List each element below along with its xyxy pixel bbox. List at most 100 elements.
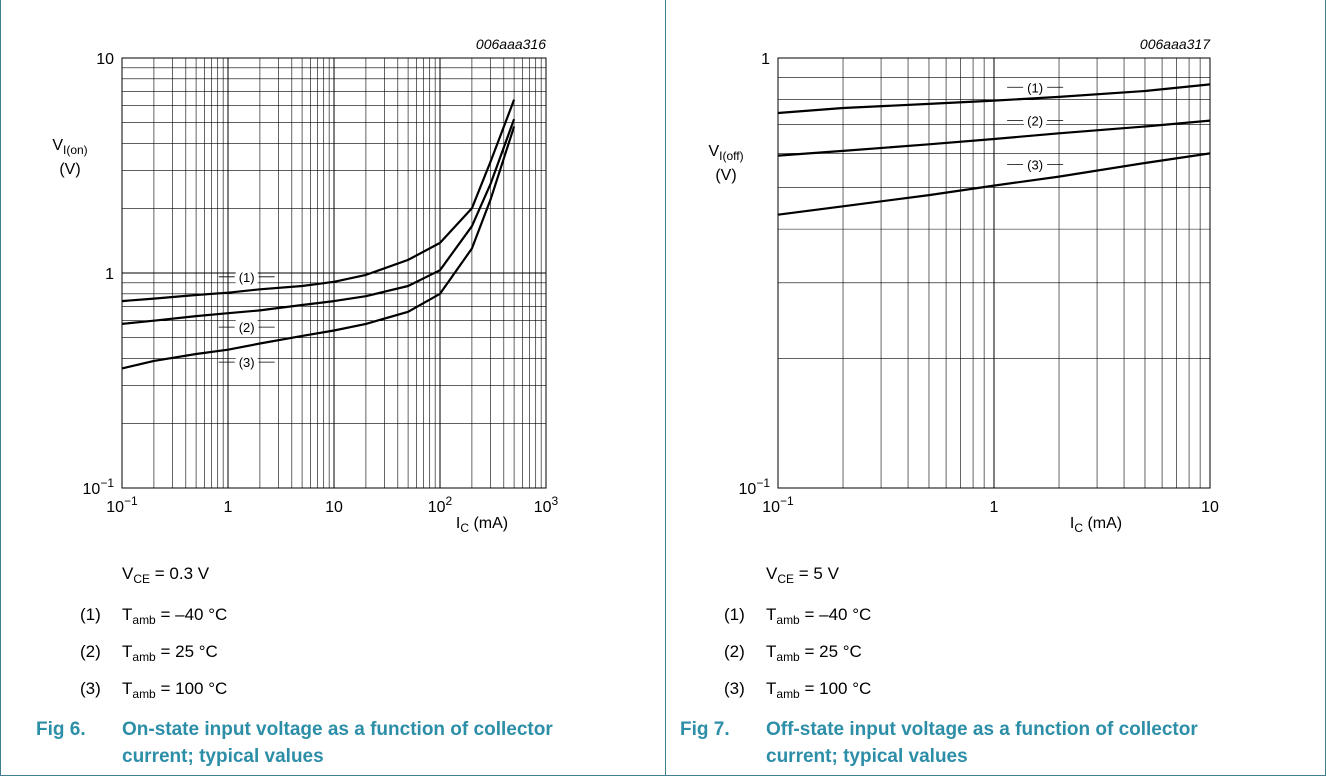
curve-label: (3) xyxy=(1027,158,1043,173)
note-number: (1) xyxy=(80,605,101,624)
condition-value: = 5 V xyxy=(794,564,839,583)
note-number: (3) xyxy=(80,679,101,698)
series-line-3 xyxy=(777,152,1211,216)
x-tick-label: 103 xyxy=(534,494,559,516)
tick-exponent: −1 xyxy=(100,476,114,490)
tick-exponent: −1 xyxy=(780,494,794,508)
condition-line: VCE = 0.3 V xyxy=(122,564,210,586)
y-tick-label: 1 xyxy=(761,51,770,68)
x-tick-label: 102 xyxy=(428,494,453,516)
plot-frame xyxy=(777,57,1211,489)
note-sub: amb xyxy=(776,687,800,701)
x-tick-label: 10−1 xyxy=(106,494,138,516)
x-tick-label: 10 xyxy=(325,499,343,516)
curve-label-background xyxy=(235,353,258,370)
axis-symbol: V xyxy=(708,143,719,160)
tick-base: 1 xyxy=(105,266,114,283)
series-line-1 xyxy=(121,99,516,303)
y-axis-label: VI(on) xyxy=(52,137,87,157)
series-line-1 xyxy=(777,83,1211,115)
tick-exponent: 2 xyxy=(446,494,453,508)
condition-sub: CE xyxy=(133,572,151,586)
tick-exponent: −1 xyxy=(756,476,770,490)
panel-divider xyxy=(665,0,666,776)
note-symbol: T xyxy=(766,642,777,661)
y-tick-label: 10 xyxy=(96,51,114,68)
series-line-3 xyxy=(121,126,516,370)
axis-subscript: C xyxy=(1074,521,1083,535)
tick-base: 10 xyxy=(534,499,552,516)
curve-label: (2) xyxy=(239,320,255,335)
tick-base: 10 xyxy=(1201,499,1219,516)
plot-frame xyxy=(121,57,547,489)
curve-label: (1) xyxy=(1027,80,1043,95)
note-symbol: T xyxy=(766,605,777,624)
condition-value: = 0.3 V xyxy=(150,564,210,583)
y-tick-label: 10−1 xyxy=(739,476,771,498)
tick-base: 10 xyxy=(96,51,114,68)
condition-sub: CE xyxy=(777,572,795,586)
note-sub: amb xyxy=(132,613,156,627)
note-value: = –40 °C xyxy=(155,605,228,624)
series-line-2 xyxy=(121,118,516,325)
tick-base: 1 xyxy=(224,499,233,516)
note-number: (1) xyxy=(724,605,745,624)
note-symbol: T xyxy=(122,642,133,661)
figure-number: Fig 7. xyxy=(680,719,730,740)
curve-label: (2) xyxy=(1027,114,1043,129)
tick-base: 10 xyxy=(106,499,124,516)
grid xyxy=(777,57,1211,489)
curve-label-background xyxy=(1024,155,1047,172)
note-sub: amb xyxy=(132,687,156,701)
curve-label-background xyxy=(1024,78,1047,95)
tick-base: 1 xyxy=(990,499,999,516)
tick-base: 10 xyxy=(83,481,101,498)
x-axis-label: IC (mA) xyxy=(456,515,508,535)
y-axis-unit: (V) xyxy=(59,161,80,178)
tick-base: 1 xyxy=(761,51,770,68)
tick-base: 10 xyxy=(428,499,446,516)
axis-subscript: C xyxy=(460,521,469,535)
figure-panel-6: (1) (2) (3) 10−1 1 10 102 103 10−1 1 10 VI(on) (V) IC… xyxy=(0,0,660,776)
note-value: = 100 °C xyxy=(155,679,228,698)
axis-symbol: I xyxy=(1070,515,1074,532)
figure-title: Off-state input voltage as a function of… xyxy=(766,719,1198,767)
tick-base: 10 xyxy=(325,499,343,516)
series-line-2 xyxy=(777,119,1211,157)
chart-on-state-input-voltage: (1)(2)(3)10−1 1 10 102 10310−1110VI(on)(V)IC… xyxy=(52,36,559,535)
y-axis-unit: (V) xyxy=(715,167,736,184)
axis-subscript: I(on) xyxy=(63,143,88,157)
note-sub: amb xyxy=(776,650,800,664)
figure-code: 006aaa316 xyxy=(476,36,546,52)
condition-line: VCE = 5 V xyxy=(766,564,839,586)
axis-subscript: I(off) xyxy=(719,149,743,163)
note-number: (2) xyxy=(80,642,101,661)
curve-label-background xyxy=(235,318,258,335)
note-symbol: T xyxy=(122,605,133,624)
x-tick-label: 10−1 xyxy=(762,494,794,516)
condition-symbol: V xyxy=(122,564,134,583)
axis-symbol: I xyxy=(456,515,460,532)
curve-label-background xyxy=(235,267,258,284)
condition-symbol: V xyxy=(766,564,778,583)
axis-unit: (mA) xyxy=(1083,515,1122,532)
figure-panel-7: (1) (2) (3) 10−1 1 10 10−1 1 VI(off) (V) IC (mA) 00… xyxy=(666,0,1326,776)
y-tick-label: 10−1 xyxy=(83,476,115,498)
note-value: = –40 °C xyxy=(799,605,872,624)
curve-label: (1) xyxy=(239,270,255,285)
note-sub: amb xyxy=(132,650,156,664)
note-value: = 25 °C xyxy=(155,642,218,661)
tick-base: 10 xyxy=(762,499,780,516)
y-axis-label: VI(off) xyxy=(708,143,743,163)
axis-unit: (mA) xyxy=(469,515,508,532)
tick-exponent: −1 xyxy=(124,494,138,508)
tick-base: 10 xyxy=(739,481,757,498)
curve-label: (3) xyxy=(239,355,255,370)
note-number: (3) xyxy=(724,679,745,698)
figure-title: On-state input voltage as a function of … xyxy=(122,719,553,767)
note-symbol: T xyxy=(766,679,777,698)
x-tick-label: 1 xyxy=(990,499,999,516)
figure-code: 006aaa317 xyxy=(1140,36,1211,52)
x-tick-label: 1 xyxy=(224,499,233,516)
note-sub: amb xyxy=(776,613,800,627)
